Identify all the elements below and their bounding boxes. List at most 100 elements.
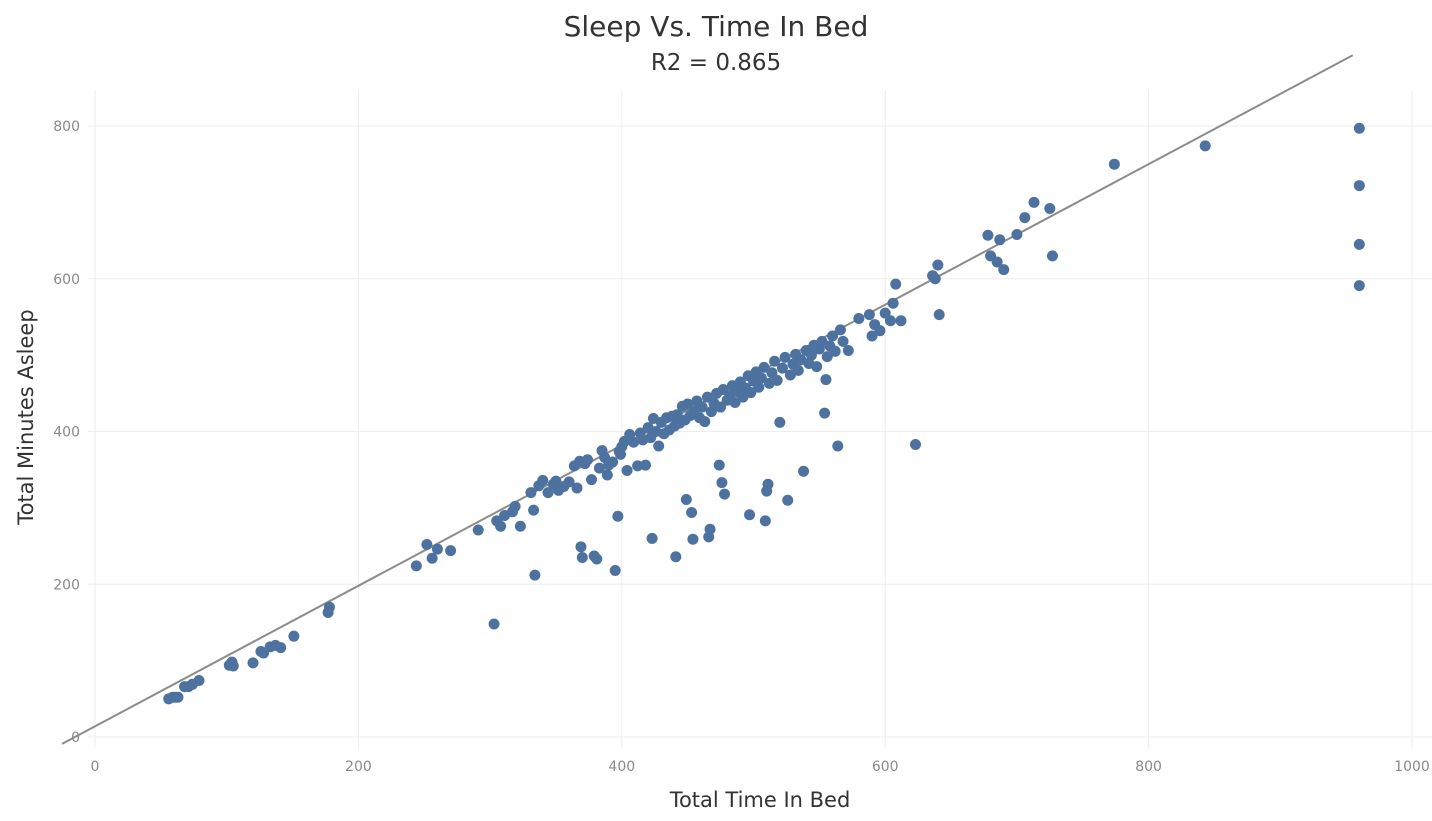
- data-point: [744, 509, 756, 521]
- data-point: [1353, 238, 1365, 250]
- data-point: [827, 330, 839, 342]
- data-point: [628, 436, 640, 448]
- y-tick-label: 600: [53, 272, 80, 288]
- x-tick-label: 0: [91, 759, 100, 775]
- data-point: [774, 416, 786, 428]
- data-point: [670, 551, 682, 563]
- data-point: [842, 345, 854, 357]
- data-point: [887, 297, 899, 309]
- data-point: [571, 482, 583, 494]
- data-point: [445, 545, 457, 557]
- data-point: [755, 372, 767, 384]
- x-axis-ticks: 0 200 400 600 800 1000: [91, 759, 1430, 775]
- grid-lines: [88, 90, 1432, 748]
- y-tick-label: 400: [53, 425, 80, 441]
- x-tick-label: 600: [872, 759, 899, 775]
- data-point: [874, 325, 886, 337]
- data-point: [819, 407, 831, 419]
- data-point: [769, 355, 781, 367]
- data-point: [621, 464, 633, 476]
- data-point: [829, 345, 841, 357]
- data-point: [288, 630, 300, 642]
- data-point: [495, 520, 507, 532]
- data-point: [593, 462, 605, 474]
- data-point: [699, 416, 711, 428]
- data-point: [591, 553, 603, 565]
- data-point: [884, 315, 896, 327]
- data-point: [1199, 140, 1211, 152]
- data-point: [716, 477, 728, 489]
- data-point: [782, 494, 794, 506]
- data-point: [821, 351, 833, 363]
- data-point: [792, 364, 804, 376]
- data-point: [488, 618, 500, 630]
- data-point: [1011, 228, 1023, 240]
- data-point: [1019, 212, 1031, 224]
- data-point: [991, 256, 1003, 268]
- data-point: [247, 657, 259, 669]
- data-point: [998, 264, 1010, 276]
- x-axis-title: Total Time In Bed: [669, 788, 851, 812]
- data-point: [853, 312, 865, 324]
- data-point: [227, 660, 239, 672]
- data-point: [933, 309, 945, 321]
- data-point: [472, 524, 484, 536]
- data-point: [680, 493, 692, 505]
- data-point: [811, 361, 823, 373]
- data-point: [1353, 180, 1365, 192]
- data-point: [632, 460, 644, 472]
- data-point: [671, 409, 683, 421]
- data-point: [704, 523, 716, 535]
- x-tick-label: 200: [345, 759, 372, 775]
- data-point: [909, 438, 921, 450]
- data-point: [696, 401, 708, 413]
- data-point: [537, 474, 549, 486]
- chart-subtitle: R2 = 0.865: [650, 50, 782, 76]
- data-point: [705, 406, 717, 418]
- data-point: [1353, 122, 1365, 134]
- data-point: [514, 520, 526, 532]
- data-point: [890, 278, 902, 290]
- data-point: [1108, 158, 1120, 170]
- data-point: [653, 440, 665, 452]
- data-point: [837, 335, 849, 347]
- data-point: [929, 273, 941, 285]
- data-point: [582, 454, 594, 466]
- data-point: [779, 351, 791, 363]
- data-point: [1353, 280, 1365, 292]
- data-point: [1044, 202, 1056, 214]
- data-point: [863, 309, 875, 321]
- y-axis-title: Total Minutes Asleep: [14, 309, 38, 525]
- x-tick-label: 400: [608, 759, 635, 775]
- data-point: [932, 259, 944, 271]
- data-point: [798, 465, 810, 477]
- data-point: [834, 324, 846, 336]
- data-point: [682, 398, 694, 410]
- chart-title: Sleep Vs. Time In Bed: [563, 10, 869, 43]
- data-point: [805, 349, 817, 361]
- data-point: [528, 504, 540, 516]
- data-point: [1028, 196, 1040, 208]
- data-point: [646, 532, 658, 544]
- y-axis-ticks: 0 200 400 600 800: [53, 119, 80, 746]
- data-point: [687, 533, 699, 545]
- data-point: [776, 362, 788, 374]
- data-point: [410, 560, 422, 572]
- data-point: [575, 541, 587, 553]
- data-point: [753, 381, 765, 393]
- data-point: [1046, 250, 1058, 262]
- data-point: [586, 474, 598, 486]
- x-tick-label: 800: [1135, 759, 1162, 775]
- data-point: [421, 539, 433, 551]
- data-point: [640, 459, 652, 471]
- data-point: [820, 374, 832, 386]
- data-point: [275, 642, 287, 654]
- data-point: [601, 469, 613, 481]
- data-point: [686, 506, 698, 518]
- data-point: [529, 569, 541, 581]
- data-point: [866, 330, 878, 342]
- data-point: [576, 552, 588, 564]
- data-point: [759, 515, 771, 527]
- data-point: [509, 500, 521, 512]
